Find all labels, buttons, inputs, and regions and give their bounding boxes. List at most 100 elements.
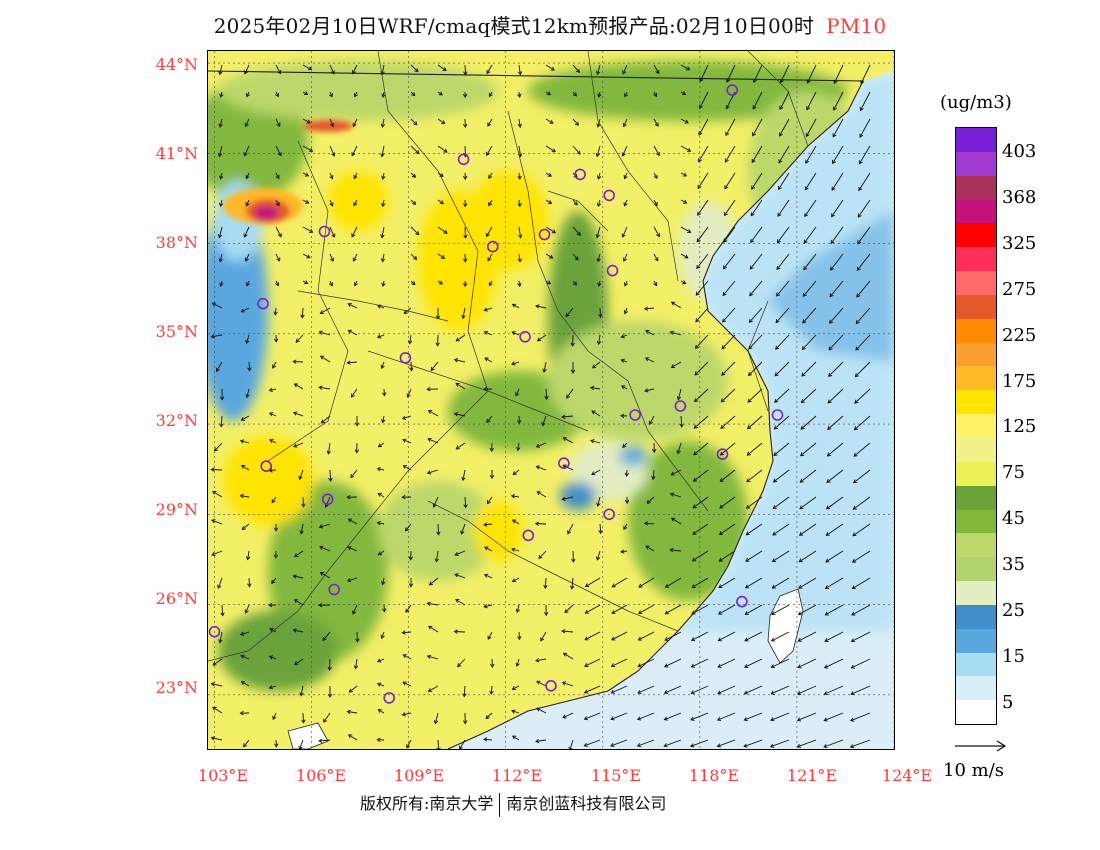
wind-arrow-head xyxy=(309,228,314,233)
wind-arrow-shaft xyxy=(437,172,444,177)
wind-arrow-head xyxy=(486,232,490,238)
wind-arrow-shaft xyxy=(377,683,385,687)
wind-arrow-head xyxy=(694,398,699,403)
wind-arrow-head xyxy=(319,355,325,360)
wind-arrow-head xyxy=(455,599,460,603)
wind-arrow-shaft xyxy=(638,631,655,641)
wind-arrow-head xyxy=(623,202,628,207)
wind-arrow-head xyxy=(691,584,696,588)
wind-arrow-head xyxy=(459,745,463,749)
wind-arrow-shaft xyxy=(825,604,844,616)
wind-arrow-shaft xyxy=(381,226,385,238)
wind-arrow-head xyxy=(517,282,522,288)
wind-arrow-shaft xyxy=(302,226,313,233)
wind-arrow-head xyxy=(301,503,306,508)
wind-arrow-shaft xyxy=(718,604,736,615)
wind-arrow-shaft xyxy=(429,577,439,586)
wind-arrow-head xyxy=(683,199,688,204)
wind-arrow-head xyxy=(775,345,780,350)
wind-arrow-shaft xyxy=(246,280,250,286)
colorbar-swatch xyxy=(956,390,996,415)
wind-arrow-head xyxy=(462,693,467,698)
wind-arrow-head xyxy=(743,690,749,695)
wind-arrow-head xyxy=(670,364,676,368)
wind-arrow-head xyxy=(327,693,333,698)
wind-arrow-shaft xyxy=(536,491,547,498)
wind-arrow-head xyxy=(347,546,352,551)
wind-arrow-shaft xyxy=(725,118,736,136)
wind-arrow-shaft xyxy=(797,658,817,668)
wind-arrow-shaft xyxy=(351,388,358,398)
wind-arrow-head xyxy=(511,686,516,691)
wind-arrow-head xyxy=(684,254,689,259)
wind-arrow-head xyxy=(771,558,777,562)
wind-arrow-head xyxy=(463,258,468,263)
wind-arrow-head xyxy=(744,664,749,668)
wind-arrow-head xyxy=(487,257,492,262)
wind-arrow-shaft xyxy=(464,496,467,508)
wind-arrow-head xyxy=(646,499,651,504)
wind-arrow-shaft xyxy=(850,685,871,695)
wind-arrow-shaft xyxy=(293,629,304,633)
wind-arrow-head xyxy=(511,735,517,740)
wind-arrow-head xyxy=(462,282,468,288)
colorbar-swatch xyxy=(956,485,996,510)
wind-arrow-head xyxy=(824,638,829,642)
wind-arrow-head xyxy=(323,718,328,723)
wind-arrow-head xyxy=(245,202,250,207)
wind-arrow-head xyxy=(212,661,217,666)
wind-arrow-head xyxy=(411,173,417,178)
wind-arrow-shaft xyxy=(770,739,790,748)
wind-arrow-shaft xyxy=(596,226,601,238)
wind-arrow-shaft xyxy=(348,303,358,309)
wind-arrow-head xyxy=(564,608,569,614)
wind-arrow-head xyxy=(439,173,444,177)
wind-arrow-shaft xyxy=(454,413,466,417)
wind-arrow-shaft xyxy=(329,172,333,179)
wind-arrow-head xyxy=(352,122,357,128)
wind-arrow-shaft xyxy=(302,496,305,507)
wind-arrow-head xyxy=(544,395,549,401)
station-marker xyxy=(257,297,269,310)
wind-arrow-shaft xyxy=(484,307,493,311)
wind-arrow-shaft xyxy=(744,685,763,695)
wind-arrow-head xyxy=(350,393,355,398)
wind-arrow-head xyxy=(299,530,304,535)
wind-arrow-shaft xyxy=(294,599,304,606)
wind-arrow-head xyxy=(747,398,752,403)
wind-arrow-head xyxy=(562,652,568,657)
wind-arrow-head xyxy=(690,690,695,695)
wind-arrow-shaft xyxy=(831,199,844,217)
wind-arrow-shaft xyxy=(803,253,817,270)
wind-arrow-shaft xyxy=(825,550,844,563)
wind-arrow-shaft xyxy=(248,577,250,587)
station-marker xyxy=(558,457,570,470)
wind-arrow-shaft xyxy=(596,64,601,75)
wind-arrow-shaft xyxy=(653,199,658,206)
wind-arrow-shaft xyxy=(455,550,466,556)
wind-arrow-head xyxy=(488,201,493,207)
wind-arrow-head xyxy=(805,159,810,164)
wind-arrow-shaft xyxy=(402,712,412,716)
wind-arrow-shaft xyxy=(460,523,466,535)
wind-arrow-head xyxy=(401,494,406,500)
wind-arrow-shaft xyxy=(483,523,493,526)
wind-arrow-shaft xyxy=(746,523,763,536)
colorbar-label: 368 xyxy=(1002,187,1037,208)
wind-arrow-shaft xyxy=(697,199,709,216)
wind-arrow-shaft xyxy=(567,523,574,534)
wind-arrow-head xyxy=(656,151,660,157)
wind-arrow-head xyxy=(415,231,420,236)
wind-arrow-head xyxy=(347,734,353,739)
wind-arrow-head xyxy=(570,342,575,347)
lon-label-112: 112°E xyxy=(491,766,543,785)
wind-arrow-shaft xyxy=(377,334,385,338)
wind-arrow-shaft xyxy=(269,469,277,472)
wind-arrow-head xyxy=(218,123,223,128)
wind-arrow-shaft xyxy=(751,145,763,163)
wind-arrow-head xyxy=(351,233,356,238)
wind-arrow-head xyxy=(483,307,488,312)
wind-arrow-shaft xyxy=(245,172,250,179)
wind-arrow-shaft xyxy=(800,415,817,430)
wind-arrow-shaft xyxy=(694,388,709,402)
